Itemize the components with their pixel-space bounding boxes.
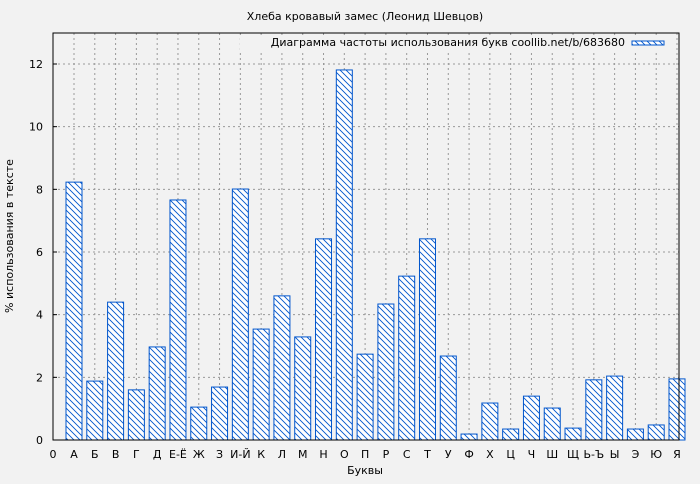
bar-Ч	[522, 395, 540, 441]
bar-Т	[418, 238, 436, 441]
bar-Ы	[606, 375, 624, 441]
bar-Б	[86, 380, 104, 441]
x-tick-label: Н	[319, 448, 327, 461]
bar-Ж	[190, 406, 208, 441]
bar-Э	[626, 428, 644, 441]
x-tick-label: М	[298, 448, 308, 461]
grid	[53, 33, 679, 440]
x-axis-label: Буквы	[347, 464, 383, 477]
x-tick-label: А	[70, 448, 78, 461]
x-tick-label: Ь-Ъ	[583, 448, 604, 461]
y-tick-label: 10	[29, 121, 43, 134]
legend-label: Диаграмма частоты использования букв coo…	[271, 36, 625, 49]
x-tick-label: Е-Ё	[169, 448, 187, 461]
x-tick-label: Я	[673, 448, 681, 461]
bar-Ю	[647, 424, 665, 441]
bar-А	[65, 181, 83, 441]
x-ticks: 0 А Б В Г Д Е-Ё Ж З И-Й К Л М Н О П Р С Т У Ф Х Ц Ч Ш Щ Ь-Ъ Ы Э Ю Я	[50, 448, 681, 461]
x-tick-label: И-Й	[230, 448, 250, 461]
x-tick-label: Щ	[567, 448, 579, 461]
bar-С	[398, 275, 416, 441]
x-tick-label: Т	[423, 448, 431, 461]
bar-Ф	[460, 433, 478, 441]
bar-Р	[377, 303, 395, 441]
y-tick-label: 8	[36, 183, 43, 196]
x-tick-label: К	[257, 448, 265, 461]
x-tick-label: О	[340, 448, 349, 461]
bar-Д	[148, 346, 166, 441]
bar-Щ	[564, 427, 582, 441]
chart-title: Хлеба кровавый замес (Леонид Шевцов)	[247, 10, 483, 23]
x-tick-label: С	[403, 448, 411, 461]
bar-Я	[668, 378, 686, 441]
x-tick-label: Д	[153, 448, 162, 461]
x-tick-label: Ю	[650, 448, 662, 461]
bar-У	[439, 355, 457, 441]
bar-З	[211, 386, 229, 441]
x-tick-label: У	[445, 448, 452, 461]
x-tick-label: Г	[133, 448, 140, 461]
y-axis-label: % использования в тексте	[3, 159, 16, 313]
y-tick-label: 6	[36, 246, 43, 259]
y-tick-label: 2	[36, 371, 43, 384]
x-tick-label: Х	[486, 448, 494, 461]
y-ticks: 0 2 4 6 8 10 12	[29, 58, 57, 447]
x-tick-label: Б	[91, 448, 99, 461]
bar-Ц	[502, 428, 520, 441]
x-tick-label: Р	[383, 448, 390, 461]
bar-В	[107, 301, 125, 441]
x-tick-label: Ч	[528, 448, 536, 461]
plot-frame	[52, 32, 680, 441]
legend: Диаграмма частоты использования букв coo…	[240, 36, 672, 50]
bar-Е-Ё	[169, 199, 187, 441]
bar-И-Й	[231, 188, 249, 441]
y-tick-label: 4	[36, 309, 43, 322]
x-tick-label: В	[112, 448, 120, 461]
bar-К	[252, 328, 270, 441]
y-tick-label: 0	[36, 434, 43, 447]
legend-swatch	[631, 40, 665, 46]
bar-О	[335, 69, 353, 441]
bars	[65, 69, 686, 441]
x-tick-label: Ф	[464, 448, 473, 461]
y-tick-label: 12	[29, 58, 43, 71]
bar-Ш	[543, 407, 561, 441]
x-tick-label: П	[361, 448, 369, 461]
x-tick-label: 0	[50, 448, 57, 461]
bar-Ь-Ъ	[585, 379, 603, 441]
x-tick-label: Л	[278, 448, 286, 461]
bar-Г	[127, 389, 145, 441]
bar-П	[356, 353, 374, 441]
x-tick-label: Ц	[506, 448, 515, 461]
bar-М	[294, 336, 312, 441]
bar-Л	[273, 295, 291, 441]
bar-Х	[481, 402, 499, 441]
x-tick-label: З	[216, 448, 223, 461]
x-tick-label: Э	[632, 448, 640, 461]
x-tick-label: Ж	[193, 448, 205, 461]
bar-Н	[315, 238, 333, 441]
x-tick-label: Ы	[610, 448, 620, 461]
x-tick-label: Ш	[546, 448, 558, 461]
